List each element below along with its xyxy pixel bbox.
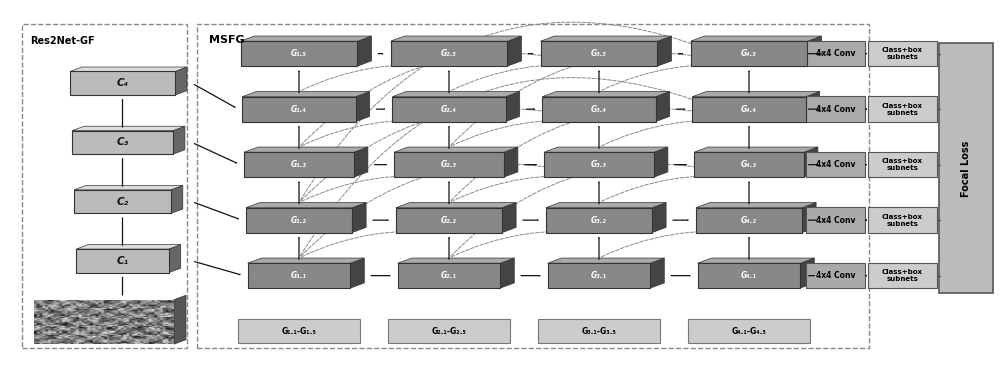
Text: G₄.₂: G₄.₂ xyxy=(741,216,757,225)
Polygon shape xyxy=(542,91,670,97)
Text: Res2Net-GF: Res2Net-GF xyxy=(30,36,95,46)
FancyBboxPatch shape xyxy=(396,208,502,233)
Text: G₁.₁: G₁.₁ xyxy=(291,271,307,280)
Polygon shape xyxy=(169,245,181,273)
Text: C₃: C₃ xyxy=(116,137,129,148)
Polygon shape xyxy=(548,258,664,263)
Polygon shape xyxy=(246,202,366,208)
Polygon shape xyxy=(696,202,816,208)
Polygon shape xyxy=(394,147,518,152)
Polygon shape xyxy=(171,185,183,213)
FancyBboxPatch shape xyxy=(392,97,506,122)
Text: 4x4 Conv: 4x4 Conv xyxy=(816,105,855,114)
Polygon shape xyxy=(398,258,514,263)
Text: G₄.₃: G₄.₃ xyxy=(741,160,757,169)
FancyBboxPatch shape xyxy=(541,41,657,66)
Text: G₂.₁-G₂.₅: G₂.₁-G₂.₅ xyxy=(432,327,466,336)
Polygon shape xyxy=(350,258,364,288)
FancyBboxPatch shape xyxy=(394,152,504,177)
Text: G₄.₁: G₄.₁ xyxy=(741,271,757,280)
Text: C₁: C₁ xyxy=(116,256,129,266)
Text: G₃.₃: G₃.₃ xyxy=(591,160,607,169)
Polygon shape xyxy=(654,147,668,177)
FancyBboxPatch shape xyxy=(70,71,175,95)
Polygon shape xyxy=(544,147,668,152)
FancyBboxPatch shape xyxy=(538,319,660,343)
Text: C₄: C₄ xyxy=(116,78,129,88)
FancyBboxPatch shape xyxy=(694,152,804,177)
Polygon shape xyxy=(650,258,664,288)
Text: G₂.₅: G₂.₅ xyxy=(441,49,457,58)
FancyBboxPatch shape xyxy=(246,208,352,233)
FancyBboxPatch shape xyxy=(806,152,865,177)
Text: G₃.₁-G₃.₅: G₃.₁-G₃.₅ xyxy=(582,327,616,336)
Polygon shape xyxy=(507,36,521,66)
Text: Class+box
subnets: Class+box subnets xyxy=(882,158,923,171)
Text: G₃.₅: G₃.₅ xyxy=(591,49,607,58)
FancyBboxPatch shape xyxy=(74,190,171,213)
Polygon shape xyxy=(354,147,368,177)
Text: 4x4 Conv: 4x4 Conv xyxy=(816,49,855,58)
Text: G₁.₂: G₁.₂ xyxy=(291,216,307,225)
FancyBboxPatch shape xyxy=(698,263,800,288)
Polygon shape xyxy=(175,67,187,95)
Polygon shape xyxy=(174,295,186,344)
Polygon shape xyxy=(391,36,521,41)
Polygon shape xyxy=(807,36,821,66)
Polygon shape xyxy=(652,202,666,233)
FancyBboxPatch shape xyxy=(238,319,360,343)
FancyBboxPatch shape xyxy=(542,97,656,122)
Polygon shape xyxy=(800,258,814,288)
Polygon shape xyxy=(656,91,670,122)
Text: G₄.₅: G₄.₅ xyxy=(741,49,757,58)
Polygon shape xyxy=(694,147,818,152)
FancyBboxPatch shape xyxy=(72,131,173,154)
Polygon shape xyxy=(500,258,514,288)
Polygon shape xyxy=(541,36,671,41)
Polygon shape xyxy=(802,202,816,233)
Text: G₁.₄: G₁.₄ xyxy=(291,105,307,114)
Polygon shape xyxy=(74,185,183,190)
FancyBboxPatch shape xyxy=(241,41,357,66)
FancyBboxPatch shape xyxy=(242,97,356,122)
Polygon shape xyxy=(173,126,185,154)
Polygon shape xyxy=(70,67,187,71)
Polygon shape xyxy=(352,202,366,233)
FancyBboxPatch shape xyxy=(391,41,507,66)
Text: G₃.₂: G₃.₂ xyxy=(591,216,607,225)
Text: G₁.₃: G₁.₃ xyxy=(291,160,307,169)
FancyBboxPatch shape xyxy=(868,152,937,177)
FancyBboxPatch shape xyxy=(248,263,350,288)
Text: G₄.₄: G₄.₄ xyxy=(741,105,757,114)
FancyBboxPatch shape xyxy=(398,263,500,288)
Polygon shape xyxy=(504,147,518,177)
Polygon shape xyxy=(72,126,185,131)
Polygon shape xyxy=(244,147,368,152)
Polygon shape xyxy=(692,91,820,97)
FancyBboxPatch shape xyxy=(688,319,810,343)
Text: Class+box
subnets: Class+box subnets xyxy=(882,47,923,60)
FancyBboxPatch shape xyxy=(76,249,169,273)
Text: Class+box
subnets: Class+box subnets xyxy=(882,213,923,227)
Text: Focal Loss: Focal Loss xyxy=(961,140,971,196)
FancyBboxPatch shape xyxy=(244,152,354,177)
Text: G₂.₁: G₂.₁ xyxy=(441,271,457,280)
Text: G₂.₃: G₂.₃ xyxy=(441,160,457,169)
Text: G₁.₅: G₁.₅ xyxy=(291,49,307,58)
FancyBboxPatch shape xyxy=(868,207,937,233)
Text: G₂.₂: G₂.₂ xyxy=(441,216,457,225)
FancyBboxPatch shape xyxy=(388,319,510,343)
FancyBboxPatch shape xyxy=(696,208,802,233)
FancyBboxPatch shape xyxy=(692,97,806,122)
Text: G₃.₁: G₃.₁ xyxy=(591,271,607,280)
Polygon shape xyxy=(242,91,370,97)
Polygon shape xyxy=(691,36,821,41)
FancyBboxPatch shape xyxy=(868,97,937,122)
Text: 4x4 Conv: 4x4 Conv xyxy=(816,160,855,169)
FancyBboxPatch shape xyxy=(806,207,865,233)
Polygon shape xyxy=(804,147,818,177)
Polygon shape xyxy=(506,91,520,122)
Text: G₄.₁-G₄.₅: G₄.₁-G₄.₅ xyxy=(732,327,766,336)
Polygon shape xyxy=(657,36,671,66)
